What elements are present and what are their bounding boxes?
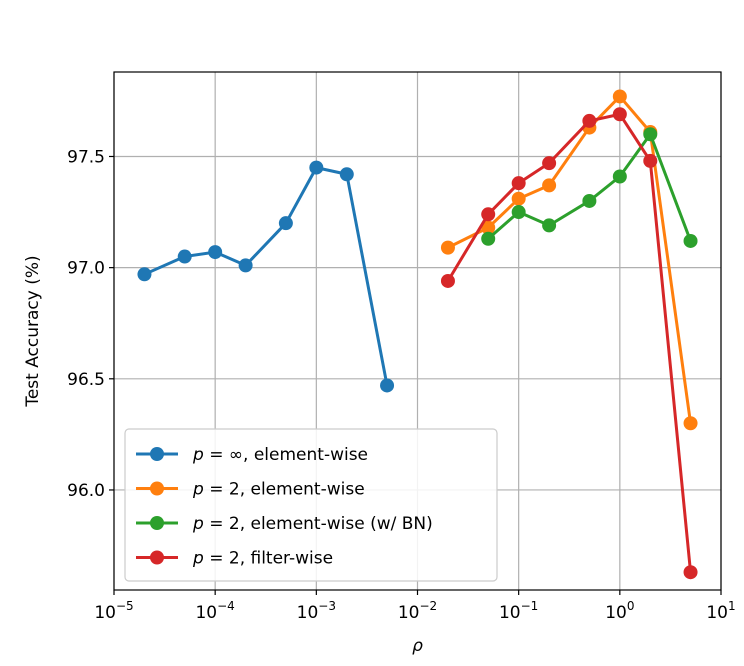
x-tick-label: 10−1 [499, 599, 538, 623]
data-point [643, 153, 658, 168]
data-point [137, 267, 152, 282]
y-tick-label: 96.0 [67, 481, 105, 501]
series-3 [481, 127, 698, 248]
x-tick-label: 10−5 [94, 599, 133, 623]
series-layer [137, 89, 698, 580]
y-tick-label: 97.5 [67, 147, 105, 167]
series-line [446, 112, 693, 573]
legend-label: p = 2, element-wise (w/ BN) [192, 514, 433, 534]
data-point [643, 127, 658, 142]
x-tick-label: 10−4 [195, 599, 234, 623]
data-point [339, 167, 354, 182]
legend-marker [150, 550, 164, 565]
data-point [612, 89, 627, 104]
legend-item: p = 2, element-wise (w/ BN) [136, 514, 433, 534]
data-point [582, 113, 597, 128]
legend-label: p = 2, element-wise [192, 480, 365, 500]
data-point [612, 169, 627, 184]
data-point [380, 378, 395, 393]
data-point [511, 176, 526, 191]
y-tick-label: 96.5 [67, 370, 105, 390]
x-tick-label: 10−3 [297, 599, 336, 623]
data-point [683, 416, 698, 431]
legend: p = ∞, element-wise p = 2, element-wise p … [124, 428, 498, 582]
data-point [309, 160, 324, 175]
data-point [683, 565, 698, 580]
data-point [238, 258, 253, 273]
data-point [511, 205, 526, 220]
legend-label: p = ∞, element-wise [192, 445, 368, 465]
series-4 [440, 107, 698, 580]
legend-item: p = ∞, element-wise [136, 445, 368, 465]
data-point [612, 107, 627, 122]
x-tick-label: 101 [706, 599, 735, 623]
y-axis-label: Test Accuracy (%) [23, 255, 43, 407]
data-point [208, 245, 223, 260]
data-point [177, 249, 192, 264]
legend-label: p = 2, filter-wise [192, 549, 333, 569]
data-point [440, 240, 455, 255]
legend-marker [150, 481, 164, 496]
y-tick-label: 97.0 [67, 259, 105, 279]
data-point [542, 156, 557, 171]
x-tick-label: 10−2 [398, 599, 437, 623]
data-point [440, 273, 455, 288]
data-point [542, 178, 557, 193]
legend-frame [124, 428, 498, 582]
axis-ticks: 10−5 10−4 10−3 10−2 10−1 100 101 96.0 96.5 97.0 97… [67, 147, 736, 623]
legend-marker [150, 447, 164, 461]
series-line [143, 166, 389, 386]
legend-item: p = 2, element-wise [136, 480, 365, 500]
data-point [542, 218, 557, 233]
data-point [481, 231, 496, 246]
x-tick-label: 100 [605, 599, 634, 623]
data-point [511, 191, 526, 206]
series-1 [137, 160, 395, 393]
legend-item: p = 2, filter-wise [136, 549, 333, 569]
data-point [481, 207, 496, 222]
data-point [278, 216, 293, 231]
data-point [683, 233, 698, 248]
x-axis-label: ρ [412, 636, 423, 656]
data-point [481, 220, 496, 235]
data-point [582, 193, 597, 208]
legend-marker [150, 516, 164, 530]
